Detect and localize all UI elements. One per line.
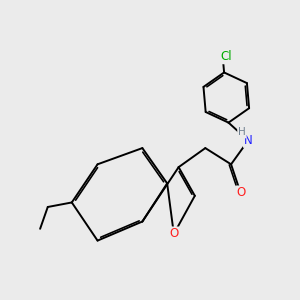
Text: Cl: Cl	[220, 50, 232, 63]
Text: O: O	[169, 227, 178, 240]
Text: N: N	[244, 134, 253, 147]
Text: O: O	[236, 186, 245, 200]
Text: H: H	[238, 128, 246, 137]
